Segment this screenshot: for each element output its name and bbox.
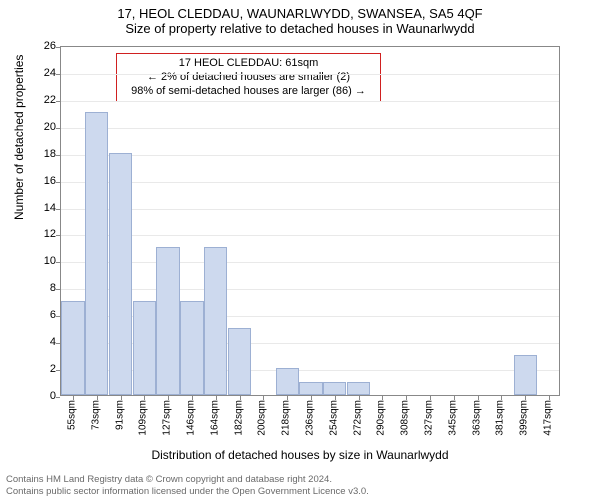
y-tick-label: 24 <box>22 67 56 79</box>
x-tick-label: 55sqm <box>66 400 77 430</box>
bar <box>228 328 251 395</box>
x-tick-label: 236sqm <box>305 400 316 436</box>
bar <box>299 382 322 395</box>
annotation-box: 17 HEOL CLEDDAU: 61sqm ← 2% of detached … <box>116 53 381 102</box>
y-tick-label: 14 <box>22 202 56 214</box>
bar <box>276 368 299 395</box>
y-tick-mark <box>56 47 60 48</box>
gridline <box>61 101 559 102</box>
y-tick-label: 26 <box>22 40 56 52</box>
x-tick-label: 127sqm <box>162 400 173 436</box>
bar <box>133 301 156 395</box>
bar <box>109 153 132 395</box>
x-tick-label: 218sqm <box>281 400 292 436</box>
x-tick-label: 399sqm <box>519 400 530 436</box>
bar <box>180 301 203 395</box>
page-title-sub: Size of property relative to detached ho… <box>0 21 600 36</box>
x-tick-label: 272sqm <box>352 400 363 436</box>
y-tick-label: 16 <box>22 175 56 187</box>
x-tick-label: 381sqm <box>495 400 506 436</box>
annotation-line-1: 17 HEOL CLEDDAU: 61sqm <box>123 57 374 71</box>
bar <box>514 355 537 395</box>
gridline <box>61 182 559 183</box>
footer-line-1: Contains HM Land Registry data © Crown c… <box>6 474 369 486</box>
gridline <box>61 262 559 263</box>
y-tick-label: 18 <box>22 148 56 160</box>
x-tick-label: 327sqm <box>424 400 435 436</box>
y-tick-mark <box>56 289 60 290</box>
y-tick-mark <box>56 101 60 102</box>
y-tick-label: 2 <box>22 363 56 375</box>
annotation-line-2: ← 2% of detached houses are smaller (2) <box>123 71 374 85</box>
x-tick-label: 200sqm <box>257 400 268 436</box>
y-tick-label: 20 <box>22 121 56 133</box>
y-tick-label: 22 <box>22 94 56 106</box>
annotation-line-3: 98% of semi-detached houses are larger (… <box>123 85 374 99</box>
gridline <box>61 74 559 75</box>
bar <box>323 382 346 395</box>
gridline <box>61 128 559 129</box>
gridline <box>61 235 559 236</box>
chart-container: 02468101214161820222426 17 HEOL CLEDDAU:… <box>60 46 580 424</box>
x-tick-label: 290sqm <box>376 400 387 436</box>
x-tick-label: 254sqm <box>328 400 339 436</box>
gridline <box>61 209 559 210</box>
x-tick-label: 164sqm <box>209 400 220 436</box>
x-tick-label: 73sqm <box>90 400 101 430</box>
y-tick-mark <box>56 182 60 183</box>
y-tick-mark <box>56 209 60 210</box>
y-tick-mark <box>56 74 60 75</box>
y-tick-mark <box>56 155 60 156</box>
y-tick-label: 0 <box>22 390 56 402</box>
x-tick-label: 109sqm <box>138 400 149 436</box>
gridline <box>61 289 559 290</box>
y-tick-mark <box>56 316 60 317</box>
y-tick-label: 10 <box>22 255 56 267</box>
plot-area: 17 HEOL CLEDDAU: 61sqm ← 2% of detached … <box>60 46 560 396</box>
y-tick-label: 4 <box>22 336 56 348</box>
y-tick-mark <box>56 370 60 371</box>
x-tick-label: 417sqm <box>543 400 554 436</box>
y-tick-label: 8 <box>22 282 56 294</box>
x-tick-label: 345sqm <box>447 400 458 436</box>
x-tick-labels: 55sqm 73sqm 91sqm 109sqm 127sqm 146sqm 164sqm 1… <box>60 396 560 456</box>
x-tick-label: 308sqm <box>400 400 411 436</box>
x-tick-label: 363sqm <box>471 400 482 436</box>
y-tick-label: 12 <box>22 228 56 240</box>
y-tick-mark <box>56 235 60 236</box>
bar <box>156 247 179 395</box>
bar <box>85 112 108 395</box>
footer-line-2: Contains public sector information licen… <box>6 486 369 498</box>
page-title-main: 17, HEOL CLEDDAU, WAUNARLWYDD, SWANSEA, … <box>0 0 600 21</box>
footer-attribution: Contains HM Land Registry data © Crown c… <box>6 474 369 498</box>
x-tick-label: 182sqm <box>233 400 244 436</box>
y-tick-labels: 02468101214161820222426 <box>22 46 60 396</box>
x-tick-label: 146sqm <box>185 400 196 436</box>
bar <box>347 382 370 395</box>
bar <box>204 247 227 395</box>
x-axis-title: Distribution of detached houses by size … <box>0 448 600 462</box>
x-tick-label: 91sqm <box>114 400 125 430</box>
y-tick-mark <box>56 262 60 263</box>
y-tick-label: 6 <box>22 309 56 321</box>
gridline <box>61 155 559 156</box>
y-tick-mark <box>56 128 60 129</box>
bar <box>61 301 84 395</box>
y-tick-mark <box>56 343 60 344</box>
